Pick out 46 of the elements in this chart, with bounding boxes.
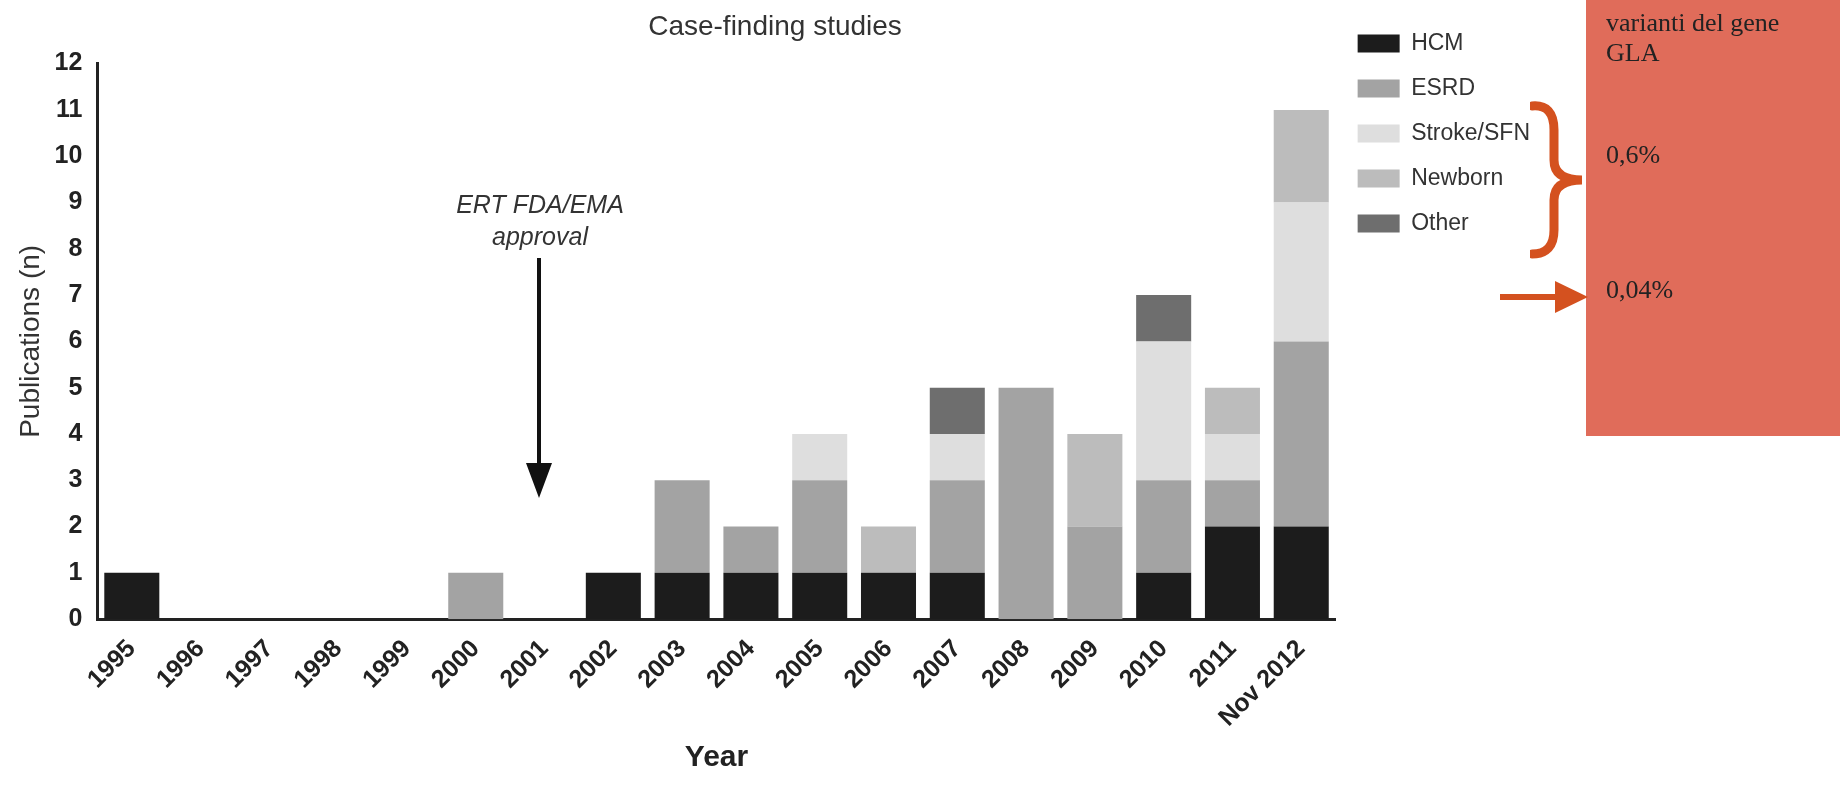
y-tick-label: 10	[54, 140, 83, 169]
y-tick-label: 2	[68, 510, 83, 539]
annotation: ERT FDA/EMA approval	[455, 189, 625, 252]
bar	[1136, 341, 1192, 481]
legend-label: HCM	[1411, 28, 1464, 55]
bar	[998, 387, 1054, 620]
y-tick-label: 4	[68, 417, 83, 446]
legend-label: Stroke/SFN	[1411, 118, 1531, 145]
bar	[929, 387, 985, 434]
x-axis-title: Year	[684, 739, 749, 773]
y-tick-label: 7	[68, 278, 83, 307]
bar	[1136, 295, 1192, 342]
bar	[1273, 341, 1329, 527]
bar	[1136, 480, 1192, 573]
bar	[1204, 433, 1260, 481]
y-axis-title: Publications (n)	[13, 244, 45, 438]
bar	[1204, 387, 1260, 434]
legend-label: Newborn	[1411, 163, 1504, 190]
y-tick-label: 1	[68, 556, 83, 585]
y-tick-label: 3	[68, 464, 83, 493]
bar	[1273, 202, 1329, 342]
bar	[723, 526, 779, 573]
legend-label: Other	[1411, 208, 1469, 235]
legend-label: ESRD	[1411, 73, 1476, 100]
bar	[1273, 109, 1329, 203]
y-tick-label: 8	[68, 232, 83, 261]
text: varianti del gene GLA	[1606, 8, 1781, 68]
bar	[929, 433, 985, 481]
y-tick-label: 12	[54, 47, 83, 76]
bar	[654, 480, 710, 573]
chart-title: Case-finding studies	[648, 9, 902, 41]
y-tick-label: 6	[68, 325, 83, 354]
bar	[860, 526, 917, 573]
bar	[929, 480, 985, 573]
y-tick-label: 5	[68, 371, 83, 400]
bar	[1067, 526, 1123, 620]
bar	[1067, 433, 1123, 527]
text: 0,04%	[1606, 275, 1674, 305]
bar	[1204, 480, 1260, 527]
y-tick-label: 0	[68, 603, 83, 632]
y-tick-label: 11	[55, 93, 83, 122]
bar	[792, 433, 848, 481]
bar	[792, 480, 848, 573]
bar	[448, 572, 504, 620]
text: 0,6%	[1606, 140, 1661, 170]
y-tick-label: 9	[68, 186, 83, 215]
